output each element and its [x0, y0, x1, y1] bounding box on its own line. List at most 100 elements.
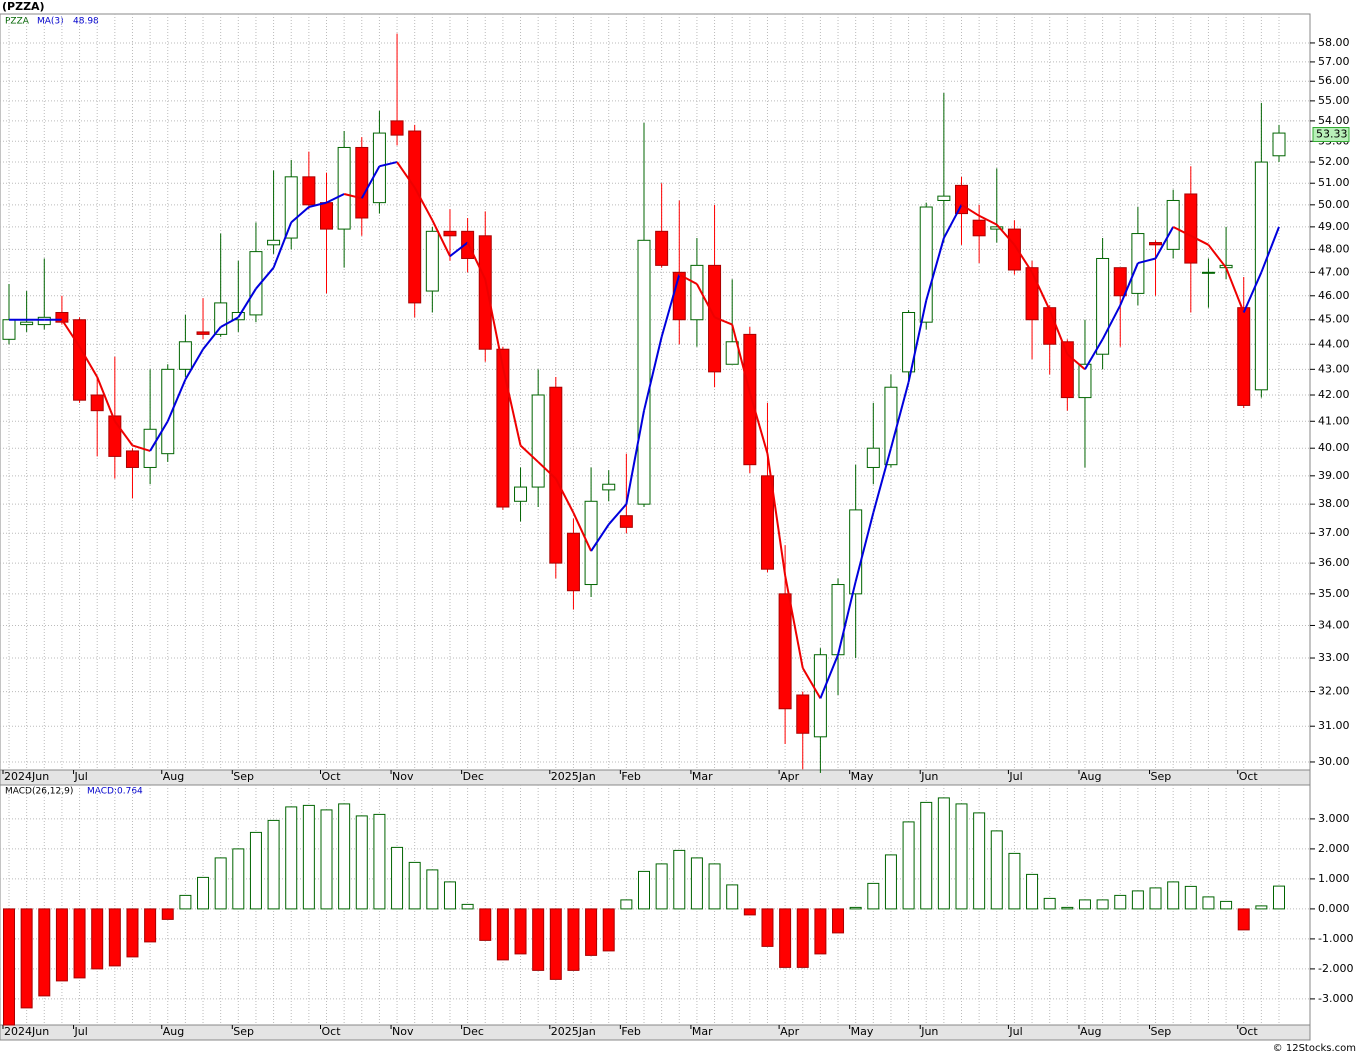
x-tick-label: May	[851, 770, 874, 783]
ma-line	[1225, 267, 1245, 313]
candle-body	[337, 146, 351, 230]
ma-line	[61, 319, 81, 348]
candle-body	[1007, 228, 1021, 271]
macd-bar	[461, 903, 474, 910]
candle-body	[866, 447, 880, 468]
macd-bar	[602, 908, 615, 952]
ma-line	[554, 478, 575, 514]
y-tick-label: 45.00	[1318, 313, 1350, 326]
candle-body	[425, 230, 439, 292]
macd-bar	[1026, 873, 1039, 910]
ma-line	[449, 241, 469, 257]
x-tick-label: Jul	[1008, 770, 1022, 783]
candle-body	[302, 176, 316, 206]
macd-bar	[20, 908, 33, 1009]
macd-bar	[638, 870, 650, 910]
y-tick-label: -2.000	[1318, 962, 1353, 975]
macd-bar	[814, 908, 827, 955]
ma-line	[255, 267, 275, 290]
x-tick-label: Jun	[920, 1025, 938, 1038]
y-tick-label: 38.00	[1318, 497, 1350, 510]
candle-body	[902, 311, 916, 373]
x-tick-label: Aug	[1080, 770, 1101, 783]
candle-body	[320, 202, 333, 230]
candle-body	[743, 333, 757, 466]
ma-line	[149, 420, 169, 452]
y-tick-label: 1.000	[1318, 872, 1350, 885]
legend-ma-value: 48.98	[73, 17, 99, 27]
macd-bar	[726, 884, 739, 910]
ma-line	[202, 326, 222, 350]
macd-bar	[1255, 905, 1268, 910]
macd-bar	[214, 857, 227, 910]
ma-line	[290, 206, 310, 224]
x-tick-label: Sep	[1151, 770, 1172, 783]
ma-line	[678, 273, 698, 285]
ma-line	[660, 274, 681, 338]
candle-body	[955, 184, 968, 215]
y-tick-label: 0.000	[1318, 902, 1350, 915]
candle-body	[937, 195, 951, 201]
candle-body	[1184, 193, 1198, 264]
macd-bar	[1237, 908, 1250, 931]
macd-bar	[1008, 852, 1021, 910]
legend-symbol: PZZA	[5, 17, 30, 27]
x-tick-label: Aug	[1080, 1025, 1101, 1038]
ma-line	[1260, 226, 1280, 273]
x-tick-label: Jul	[74, 770, 88, 783]
candle-body	[708, 264, 722, 373]
price-panel	[0, 13, 1311, 771]
x-tick-label: Aug	[163, 1025, 184, 1038]
ma-line	[1154, 226, 1175, 259]
ma-line	[714, 316, 733, 326]
macd-bar	[443, 881, 456, 910]
macd-bar	[1078, 899, 1091, 910]
macd-bar	[1149, 887, 1162, 910]
x-tick-label: Oct	[322, 1025, 342, 1038]
candle-body	[655, 230, 669, 266]
y-tick-label: 52.00	[1318, 155, 1350, 168]
y-tick-label: 41.00	[1318, 414, 1350, 427]
candle-body	[143, 428, 157, 468]
ma-line	[907, 300, 928, 383]
x-tick-label: Aug	[163, 770, 184, 783]
ma-line	[1101, 304, 1122, 340]
macd-bar	[1273, 885, 1285, 910]
candle-body	[1201, 271, 1215, 274]
candle-body	[1060, 341, 1074, 399]
ma-line	[925, 237, 945, 301]
candle-body	[637, 239, 651, 505]
candle-body	[1096, 257, 1110, 355]
macd-title: MACD(26,12,9)	[5, 787, 73, 797]
x-axis-strip	[0, 1024, 1311, 1041]
candle-body	[461, 230, 475, 259]
ma-line	[96, 376, 116, 422]
candle-body	[990, 226, 1004, 230]
candle-body	[90, 394, 104, 412]
candle-body	[1113, 267, 1127, 297]
ma-line	[396, 161, 416, 189]
y-tick-label: 57.00	[1318, 55, 1350, 68]
macd-bar	[496, 908, 509, 961]
macd-bar	[91, 908, 104, 970]
y-tick-label: 48.00	[1318, 242, 1350, 255]
x-axis-strip	[0, 769, 1311, 786]
y-tick-label: 3.000	[1318, 812, 1350, 825]
candle-body	[178, 341, 192, 370]
macd-bar	[161, 908, 174, 920]
ma-line	[572, 512, 592, 552]
ma-line	[184, 348, 204, 381]
macd-bar	[1167, 881, 1180, 910]
x-tick-label: 2024Jun	[4, 770, 49, 783]
ma-line	[237, 288, 257, 318]
ma-line	[643, 336, 663, 411]
x-tick-label: Feb	[621, 1025, 640, 1038]
ma-line	[466, 242, 487, 280]
y-tick-label: 35.00	[1318, 587, 1350, 600]
ma-line	[501, 366, 522, 446]
y-tick-label: 55.00	[1318, 94, 1350, 107]
ma-line	[801, 667, 822, 699]
x-tick-label: Nov	[392, 770, 414, 783]
ma-line	[872, 447, 892, 514]
candle-body	[831, 584, 845, 656]
